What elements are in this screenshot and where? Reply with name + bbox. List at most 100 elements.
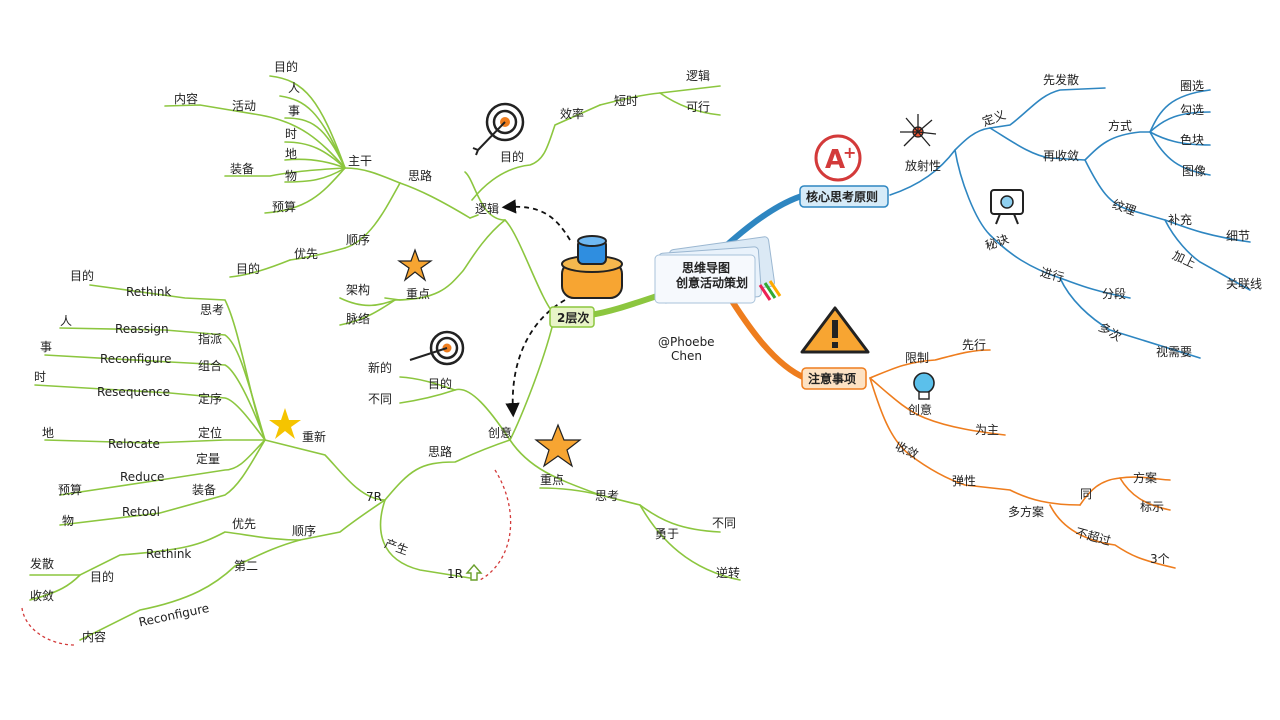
node-primary[interactable]: 为主 (975, 423, 999, 437)
node-multi-plan[interactable]: 多方案 (1008, 504, 1044, 519)
node-then-converge[interactable]: 再收敛 (1043, 148, 1079, 163)
node-method-1[interactable]: 勾选 (1180, 103, 1204, 117)
node-diverge[interactable]: 发散 (30, 556, 54, 571)
node-method-2[interactable]: 色块 (1180, 133, 1204, 147)
renew-en-4[interactable]: Relocate (108, 437, 160, 451)
node-equipment[interactable]: 装备 (230, 162, 254, 176)
node-limit[interactable]: 限制 (905, 351, 929, 365)
node-dare[interactable]: 勇于 (655, 527, 679, 541)
node-7r-rethink[interactable]: Rethink (146, 547, 191, 561)
node-produce[interactable]: 产生 (383, 536, 410, 557)
node-renew[interactable]: 重新 (302, 429, 326, 444)
renew-cn-4[interactable]: 定位 (198, 425, 222, 440)
node-logic-leaf[interactable]: 逻辑 (686, 69, 710, 83)
main-node-2-levels[interactable]: 2层次 (549, 306, 595, 328)
renew-cn-1[interactable]: 指派 (198, 331, 222, 346)
renew-en-6[interactable]: Retool (122, 505, 160, 519)
node-detail[interactable]: 细节 (1226, 229, 1250, 243)
node-second[interactable]: 第二 (234, 559, 258, 573)
node-creative-purpose[interactable]: 目的 (428, 376, 452, 391)
renew-en-3[interactable]: Resequence (97, 385, 170, 399)
node-time[interactable]: 时 (285, 127, 297, 141)
renew-cn-3[interactable]: 定序 (198, 391, 222, 406)
node-logic-thinking[interactable]: 思路 (408, 168, 432, 183)
renew-cn-6[interactable]: 装备 (192, 483, 216, 497)
node-segment[interactable]: 分段 (1102, 286, 1126, 301)
node-multiple[interactable]: 多次 (1096, 320, 1124, 344)
node-different[interactable]: 不同 (368, 392, 392, 406)
node-creative[interactable]: 创意 (488, 425, 512, 440)
node-new[interactable]: 新的 (368, 360, 392, 375)
node-logic[interactable]: 逻辑 (475, 202, 499, 216)
node-activity[interactable]: 活动 (232, 99, 256, 113)
renew-cn-5[interactable]: 定量 (196, 451, 220, 466)
node-not-exceed[interactable]: 不超过 (1074, 524, 1113, 548)
node-7r-priority[interactable]: 优先 (232, 517, 256, 531)
node-notes-creative[interactable]: 创意 (908, 402, 932, 417)
node-supplement[interactable]: 补充 (1168, 212, 1192, 227)
renew-left-0[interactable]: 目的 (70, 268, 94, 283)
main-node-notes[interactable]: 注意事项 (801, 367, 867, 390)
node-connector[interactable]: 关联线 (1226, 277, 1262, 291)
node-order[interactable]: 顺序 (346, 232, 370, 247)
node-logic-purpose[interactable]: 目的 (500, 149, 524, 164)
node-trunk-purpose[interactable]: 目的 (274, 59, 298, 74)
node-method[interactable]: 方式 (1108, 118, 1132, 133)
node-first-diverge[interactable]: 先发散 (1043, 72, 1079, 87)
renew-left-6[interactable]: 物 (62, 514, 74, 528)
node-order-purpose[interactable]: 目的 (236, 261, 260, 276)
node-person[interactable]: 人 (288, 81, 300, 95)
node-method-0[interactable]: 圈选 (1180, 79, 1204, 93)
node-mark[interactable]: 标示 (1140, 500, 1164, 514)
node-7r-purpose[interactable]: 目的 (90, 569, 114, 584)
node-as-needed[interactable]: 视需要 (1156, 344, 1192, 359)
node-feasible[interactable]: 可行 (686, 100, 710, 114)
node-proceed[interactable]: 进行 (1039, 265, 1066, 285)
node-reverse[interactable]: 逆转 (716, 565, 740, 580)
node-1r[interactable]: 1R (447, 567, 463, 581)
node-7r-reconfigure[interactable]: Reconfigure (137, 601, 210, 630)
renew-left-3[interactable]: 时 (34, 370, 46, 384)
node-thing[interactable]: 物 (285, 169, 297, 183)
node-place[interactable]: 地 (285, 147, 297, 161)
node-plan[interactable]: 方案 (1133, 470, 1157, 485)
node-context[interactable]: 脉络 (346, 311, 370, 326)
renew-en-1[interactable]: Reassign (115, 322, 169, 336)
node-trunk[interactable]: 主干 (348, 154, 372, 168)
node-content[interactable]: 内容 (174, 91, 198, 106)
node-7r[interactable]: 7R (366, 490, 382, 504)
node-short-time[interactable]: 短时 (614, 94, 638, 108)
renew-cn-2[interactable]: 组合 (198, 358, 222, 373)
node-method-3[interactable]: 图像 (1182, 164, 1206, 178)
node-creative-different[interactable]: 不同 (712, 516, 736, 530)
node-notes-converge[interactable]: 收敛 (893, 438, 921, 462)
node-priority[interactable]: 优先 (294, 247, 318, 261)
node-first[interactable]: 先行 (962, 338, 986, 352)
node-divergent[interactable]: 放射性 (905, 158, 941, 173)
renew-cn-0[interactable]: 思考 (200, 303, 224, 317)
node-converge[interactable]: 收敛 (30, 588, 54, 603)
renew-en-0[interactable]: Rethink (126, 285, 171, 299)
node-creative-thinking-leaf[interactable]: 思考 (595, 489, 619, 503)
node-flexible[interactable]: 弹性 (952, 474, 976, 488)
node-logic-focus[interactable]: 重点 (406, 287, 430, 301)
renew-en-5[interactable]: Reduce (120, 470, 164, 484)
renew-left-4[interactable]: 地 (42, 426, 54, 440)
node-structure[interactable]: 架构 (346, 282, 370, 297)
node-three[interactable]: 3个 (1150, 552, 1170, 566)
renew-left-5[interactable]: 预算 (58, 482, 82, 497)
node-creative-focus[interactable]: 重点 (540, 473, 564, 487)
node-budget[interactable]: 预算 (272, 199, 296, 214)
renew-left-2[interactable]: 事 (40, 340, 52, 354)
node-efficiency[interactable]: 效率 (560, 106, 584, 121)
node-7r-order[interactable]: 顺序 (292, 523, 316, 538)
node-7r-content[interactable]: 内容 (82, 629, 106, 644)
node-event[interactable]: 事 (288, 104, 300, 118)
node-texture[interactable]: 纹理 (1110, 197, 1137, 218)
main-node-core-principles[interactable]: 核心思考原则 (799, 185, 889, 208)
node-same[interactable]: 同 (1080, 487, 1092, 501)
renew-left-1[interactable]: 人 (60, 314, 72, 328)
renew-en-2[interactable]: Reconfigure (100, 352, 172, 366)
node-creative-thinking[interactable]: 思路 (428, 444, 452, 459)
node-add[interactable]: 加上 (1170, 248, 1198, 271)
